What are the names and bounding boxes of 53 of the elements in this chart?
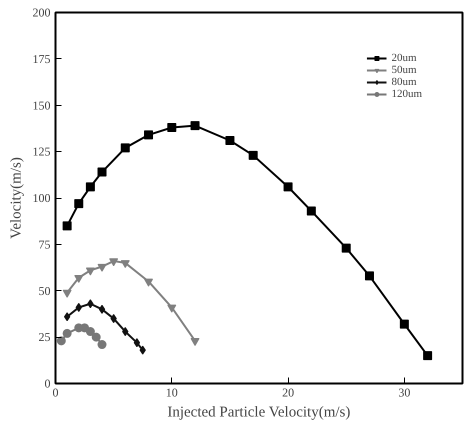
point xyxy=(98,304,106,314)
y-tick-label: 50 xyxy=(38,284,50,298)
x-axis-title: Injected Particle Velocity(m/s) xyxy=(167,404,350,420)
point xyxy=(120,143,130,152)
y-axis-title: Velocity(m/s) xyxy=(8,157,24,239)
point xyxy=(92,332,101,342)
y-tick-label: 150 xyxy=(32,98,50,112)
point xyxy=(144,130,154,140)
point xyxy=(86,182,95,192)
point xyxy=(190,338,200,346)
point xyxy=(306,206,316,216)
y-tick-label: 125 xyxy=(32,144,50,159)
legend-label: 20um xyxy=(391,52,416,64)
point xyxy=(248,150,258,160)
legend-label: 120um xyxy=(391,88,422,100)
point xyxy=(62,290,72,298)
x-tick-label: 20 xyxy=(282,386,294,400)
point xyxy=(74,274,84,283)
x-tick-label: 30 xyxy=(398,386,410,400)
point xyxy=(87,299,94,308)
point xyxy=(225,136,234,145)
point xyxy=(110,314,117,324)
point xyxy=(56,336,66,346)
point xyxy=(120,260,130,268)
x-tick-label: 10 xyxy=(166,386,178,400)
point xyxy=(98,264,107,272)
point xyxy=(190,121,200,130)
point xyxy=(364,271,374,280)
legend-label: 80um xyxy=(391,76,416,88)
y-tick-label: 0 xyxy=(44,376,50,390)
y-tick-label: 25 xyxy=(38,330,50,344)
point xyxy=(74,199,84,208)
legend-label: 50um xyxy=(391,64,416,76)
y-tick-label: 100 xyxy=(32,191,50,205)
point xyxy=(86,268,95,276)
point xyxy=(64,312,70,322)
point xyxy=(400,320,409,329)
y-tick-label: 200 xyxy=(32,6,50,20)
y-tick-label: 75 xyxy=(38,237,50,252)
point xyxy=(342,244,351,253)
point xyxy=(98,168,107,177)
point xyxy=(134,338,140,348)
point xyxy=(423,351,432,360)
point xyxy=(109,258,118,266)
point xyxy=(144,278,154,287)
point xyxy=(167,304,176,313)
point xyxy=(62,221,72,230)
point xyxy=(86,327,95,336)
point xyxy=(98,340,107,350)
point xyxy=(167,123,176,132)
point xyxy=(284,182,293,192)
point xyxy=(62,328,72,338)
y-tick-label: 175 xyxy=(32,52,50,66)
